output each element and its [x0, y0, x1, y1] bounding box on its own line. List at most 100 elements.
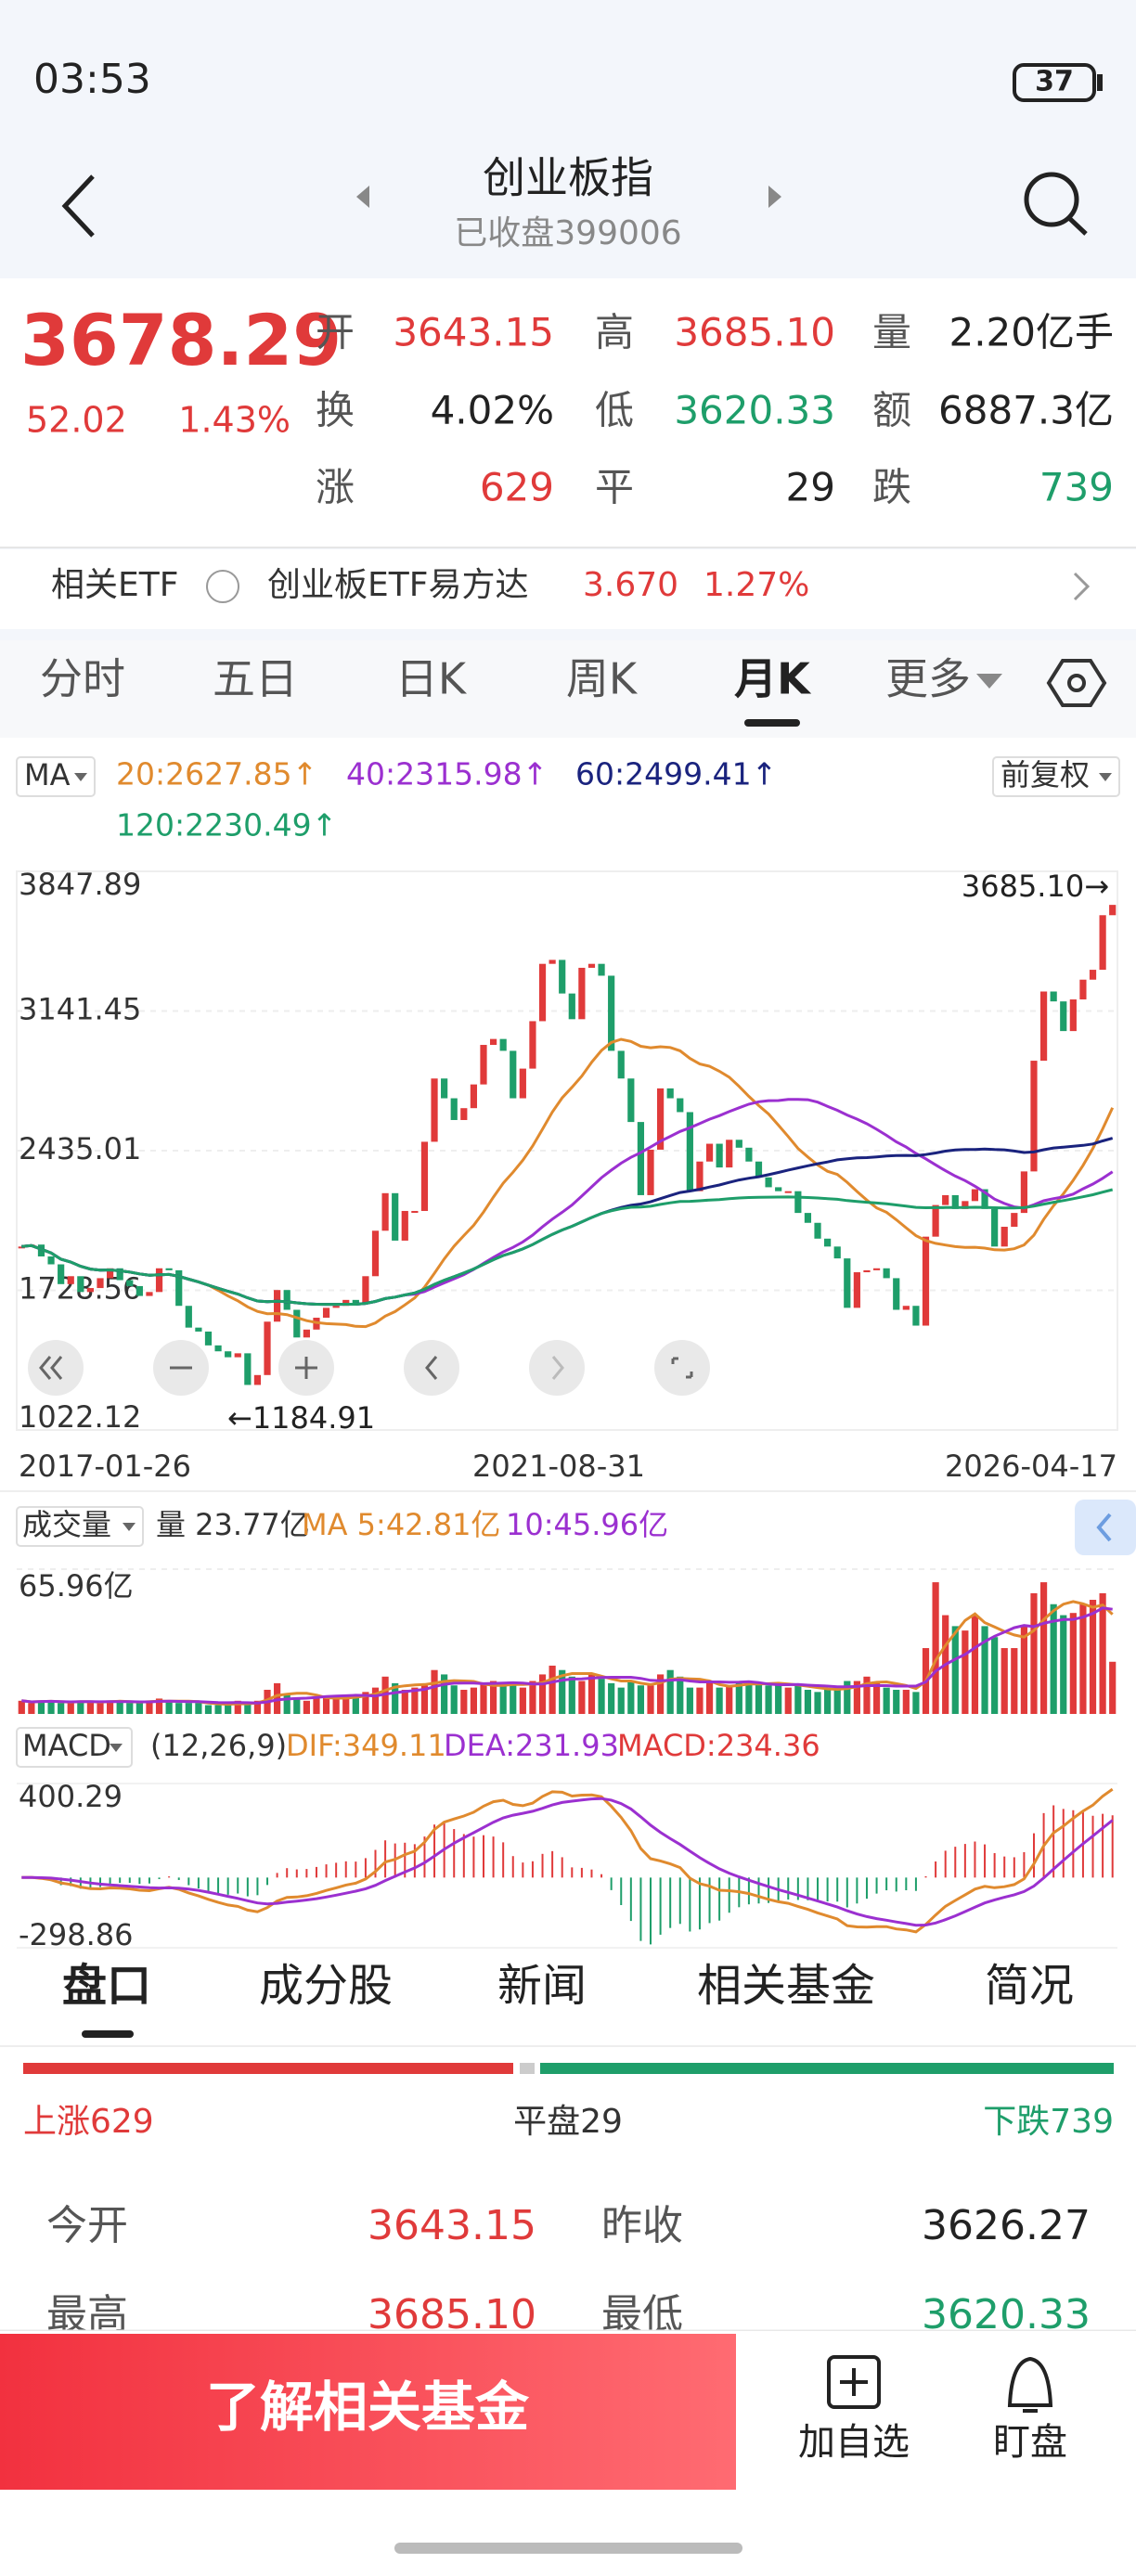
candle [598, 963, 605, 976]
candle [844, 1258, 851, 1308]
add-icon[interactable] [827, 2355, 881, 2409]
dif-line [21, 1787, 1114, 1934]
tabs-bg [0, 640, 1136, 738]
candle [47, 1256, 55, 1265]
candle [755, 1161, 763, 1178]
candle [1079, 979, 1087, 1000]
tab[interactable]: 更多 [885, 654, 971, 704]
settings-button[interactable] [1046, 659, 1107, 707]
zoom-control[interactable] [28, 1340, 84, 1396]
volume-bar [844, 1681, 851, 1714]
volume-bar [559, 1669, 566, 1714]
dropdown [74, 773, 87, 781]
candle [902, 1306, 910, 1310]
bottom-tab[interactable]: 相关基金 [697, 1960, 875, 2012]
candle [322, 1307, 330, 1319]
adjust-label[interactable]: 前复权 [1000, 757, 1090, 792]
watch-icon[interactable] [1007, 2356, 1053, 2413]
volume-bar [971, 1615, 979, 1714]
candle [962, 1201, 969, 1209]
field-value: 3643.15 [393, 310, 554, 355]
search-button[interactable] [1024, 172, 1079, 227]
volume-bar [716, 1687, 723, 1714]
volume-label[interactable]: 成交量 [22, 1507, 111, 1542]
volume-bar [1089, 1600, 1097, 1714]
x-tick-label: 2026-04-17 [945, 1449, 1117, 1484]
fund-button[interactable] [0, 2334, 736, 2490]
zoom-control[interactable] [654, 1340, 710, 1396]
macd-box[interactable] [16, 1727, 133, 1768]
indicator-label[interactable]: MA [24, 757, 71, 792]
field-label: 平 [595, 465, 634, 510]
prev-arrow[interactable] [356, 186, 369, 208]
etf-name[interactable]: 创业板ETF易方达 [267, 566, 528, 604]
info-icon[interactable] [206, 570, 239, 603]
volume-bar [253, 1700, 262, 1714]
bottom-tab-underline [82, 2030, 134, 2038]
vol-box[interactable] [16, 1506, 144, 1547]
volume-bar [244, 1703, 252, 1714]
tab[interactable]: 分时 [40, 654, 125, 704]
volume-bar [765, 1685, 772, 1714]
ma-box[interactable] [16, 756, 96, 797]
ma-line [21, 1188, 1114, 1307]
volume-bar [155, 1698, 163, 1714]
ma-label: 120:2230.49↑ [116, 807, 337, 844]
candle [1089, 970, 1097, 980]
candle [893, 1278, 900, 1310]
fund-button-label[interactable]: 了解相关基金 [206, 2376, 530, 2439]
volume-bar [775, 1682, 782, 1714]
bottom-tab[interactable]: 简况 [985, 1960, 1074, 2012]
candle [617, 1050, 625, 1079]
candle [922, 1236, 930, 1326]
bottom-tab[interactable]: 盘口 [62, 1960, 151, 2012]
candle [303, 1329, 310, 1338]
field-value: 4.02% [431, 388, 554, 433]
adjust-box[interactable] [992, 756, 1120, 797]
candle [735, 1140, 742, 1148]
next-arrow[interactable] [768, 186, 781, 208]
volume-bar [863, 1676, 871, 1714]
volume-bar [234, 1700, 241, 1714]
macd-dif: DIF:349.11 [286, 1728, 446, 1763]
candle [293, 1309, 301, 1338]
volume-bar [450, 1685, 458, 1714]
candle [559, 960, 566, 994]
tab[interactable]: 日K [395, 654, 468, 704]
candle [716, 1143, 723, 1168]
add-label[interactable]: 加自选 [798, 2421, 910, 2464]
side-tab[interactable] [1075, 1500, 1136, 1555]
y-tick-label: 65.96亿 [19, 1568, 134, 1604]
candle [883, 1268, 890, 1279]
macd-label[interactable]: MACD [22, 1728, 111, 1763]
volume-bar [116, 1700, 123, 1714]
bottom-tab[interactable]: 新闻 [497, 1960, 587, 2012]
candle [146, 1292, 153, 1296]
tab[interactable]: 五日 [213, 654, 298, 704]
tab[interactable]: 月K [734, 654, 812, 704]
candle [686, 1112, 693, 1191]
etf-chevron[interactable] [1073, 572, 1091, 601]
field-label: 跌 [872, 465, 911, 510]
field-label: 高 [595, 310, 634, 355]
watch-label[interactable]: 盯盘 [993, 2421, 1067, 2464]
y-tick-label: 3847.89 [19, 867, 141, 902]
candle [1011, 1213, 1018, 1228]
back-button[interactable] [61, 174, 95, 238]
volume-bar [1030, 1592, 1038, 1714]
dea-line [21, 1797, 1114, 1927]
candle [67, 1276, 74, 1284]
bottom-tab[interactable]: 成分股 [259, 1960, 393, 2012]
tab[interactable]: 周K [566, 654, 639, 704]
zoom-control[interactable] [404, 1340, 459, 1396]
search-handle [1067, 216, 1088, 236]
volume-bar [647, 1685, 654, 1714]
candle [1000, 1227, 1008, 1247]
field-label: 量 [872, 310, 911, 355]
zoom-control[interactable] [529, 1340, 585, 1396]
candle [214, 1345, 222, 1352]
volume-bar [293, 1698, 301, 1714]
volume-bar [47, 1700, 55, 1714]
ma-label: 60:2499.41↑ [575, 756, 777, 792]
volume-bar [705, 1682, 714, 1714]
